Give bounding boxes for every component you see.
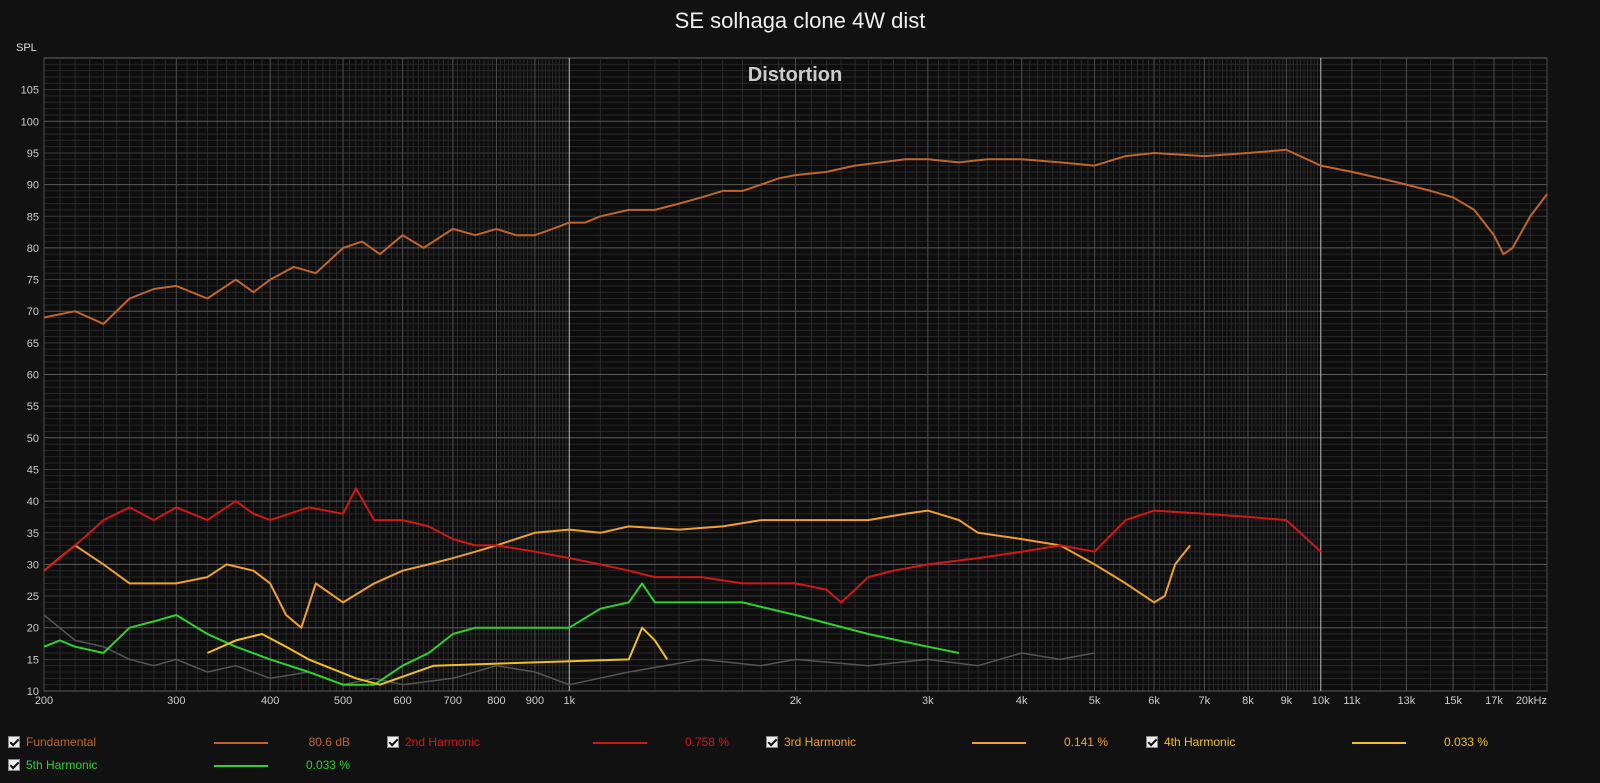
y-tick-label: 40 [27, 496, 39, 508]
legend-item[interactable]: 3rd Harmonic 0.141 % [766, 733, 1126, 753]
y-tick-label: 80 [27, 243, 39, 255]
legend-item[interactable]: 5th Harmonic 0.033 % [8, 756, 368, 776]
y-tick-label: 55 [27, 401, 39, 413]
y-tick-label: 100 [21, 116, 39, 128]
y-tick-labels: 10 15 20 25 30 35 40 45 50 55 60 65 70 75 80 85 90 95 100 1… [21, 85, 39, 698]
legend-label: Fundamental [26, 735, 97, 749]
legend-checkbox[interactable] [8, 759, 20, 771]
legend-label: 3rd Harmonic [784, 735, 857, 749]
y-tick-label: 20 [27, 623, 39, 635]
legend-label: 5th Harmonic [26, 758, 98, 772]
legend-swatch [214, 742, 268, 744]
x-tick-label: 600 [393, 695, 411, 707]
y-tick-label: 60 [27, 370, 39, 382]
series-line-fundamental [43, 148, 1548, 325]
plot-area: 200 300 400 500 600 700 800 900 1k 2k 3k 4k 5k 6k 7k 8k… [21, 57, 1548, 707]
x-tick-label: 4k [1016, 695, 1028, 707]
legend-swatch [593, 742, 647, 744]
y-tick-label: 75 [27, 275, 39, 287]
series-line-3rd-harmonic [43, 509, 1191, 629]
x-tick-label: 300 [167, 695, 185, 707]
chart-subtitle: Distortion [748, 64, 842, 86]
legend-value: 0.033 % [305, 758, 350, 772]
x-tick-label: 900 [526, 695, 544, 707]
chart-title: SE solhaga clone 4W dist [674, 8, 926, 33]
x-tick-label: 10k [1312, 695, 1330, 707]
x-tick-label: 15k [1444, 695, 1462, 707]
series-line-4th-harmonic [206, 626, 669, 686]
legend-label: 2nd Harmonic [405, 735, 480, 749]
legend-value: 80.6 dB [308, 735, 350, 749]
y-tick-label: 65 [27, 338, 39, 350]
y-tick-label: 95 [27, 148, 39, 160]
grid-major [43, 58, 1548, 692]
x-tick-label: 9k [1281, 695, 1293, 707]
series-line-2nd-harmonic [43, 487, 1322, 604]
x-tick-label: 20kHz [1516, 695, 1547, 707]
y-tick-label: 10 [27, 686, 39, 698]
x-tick-label: 800 [487, 695, 505, 707]
legend-checkbox[interactable] [1146, 736, 1158, 748]
y-tick-label: 45 [27, 464, 39, 476]
x-tick-label: 6k [1148, 695, 1160, 707]
legend-checkbox[interactable] [387, 736, 399, 748]
y-tick-label: 90 [27, 180, 39, 192]
y-tick-label: 85 [27, 211, 39, 223]
legend-item[interactable]: 2nd Harmonic 0.758 % [387, 733, 747, 753]
y-tick-label: 70 [27, 306, 39, 318]
legend-label: 4th Harmonic [1164, 735, 1236, 749]
series-layer [43, 148, 1548, 686]
y-tick-label: 50 [27, 433, 39, 445]
x-tick-labels: 200 300 400 500 600 700 800 900 1k 2k 3k 4k 5k 6k 7k 8k… [35, 695, 1547, 707]
x-tick-label: 11k [1343, 695, 1360, 707]
x-tick-label: 13k [1398, 695, 1416, 707]
series-line-noise-floor [43, 614, 1095, 686]
legend-item[interactable]: Fundamental 80.6 dB [8, 733, 368, 753]
y-tick-label: 15 [27, 654, 39, 666]
legend-item[interactable]: 4th Harmonic 0.033 % [1146, 733, 1506, 753]
y-axis-label: SPL [16, 42, 37, 54]
x-tick-label: 17k [1485, 695, 1503, 707]
series-line-5th-harmonic [43, 582, 960, 686]
y-tick-label: 105 [21, 85, 39, 97]
y-tick-label: 30 [27, 559, 39, 571]
legend-swatch [1352, 742, 1406, 744]
legend-swatch [972, 742, 1026, 744]
x-tick-label: 7k [1199, 695, 1211, 707]
legend-value: 0.141 % [1063, 735, 1108, 749]
x-tick-label: 200 [35, 695, 53, 707]
x-tick-label: 8k [1242, 695, 1254, 707]
x-tick-label: 5k [1089, 695, 1101, 707]
x-tick-label: 700 [444, 695, 462, 707]
legend-value: 0.758 % [684, 735, 729, 749]
legend-swatch [214, 765, 268, 767]
legend-checkbox[interactable] [766, 736, 778, 748]
x-tick-label: 2k [790, 695, 802, 707]
x-tick-label: 3k [922, 695, 934, 707]
legend: Fundamental 80.6 dB 2nd Harmonic 0.758 % 3rd… [0, 733, 1600, 783]
x-tick-label: 1k [563, 695, 575, 707]
legend-checkbox[interactable] [8, 736, 20, 748]
y-tick-label: 35 [27, 528, 39, 540]
x-tick-label: 400 [261, 695, 279, 707]
legend-value: 0.033 % [1443, 735, 1488, 749]
x-tick-label: 500 [334, 695, 352, 707]
y-tick-label: 25 [27, 591, 39, 603]
